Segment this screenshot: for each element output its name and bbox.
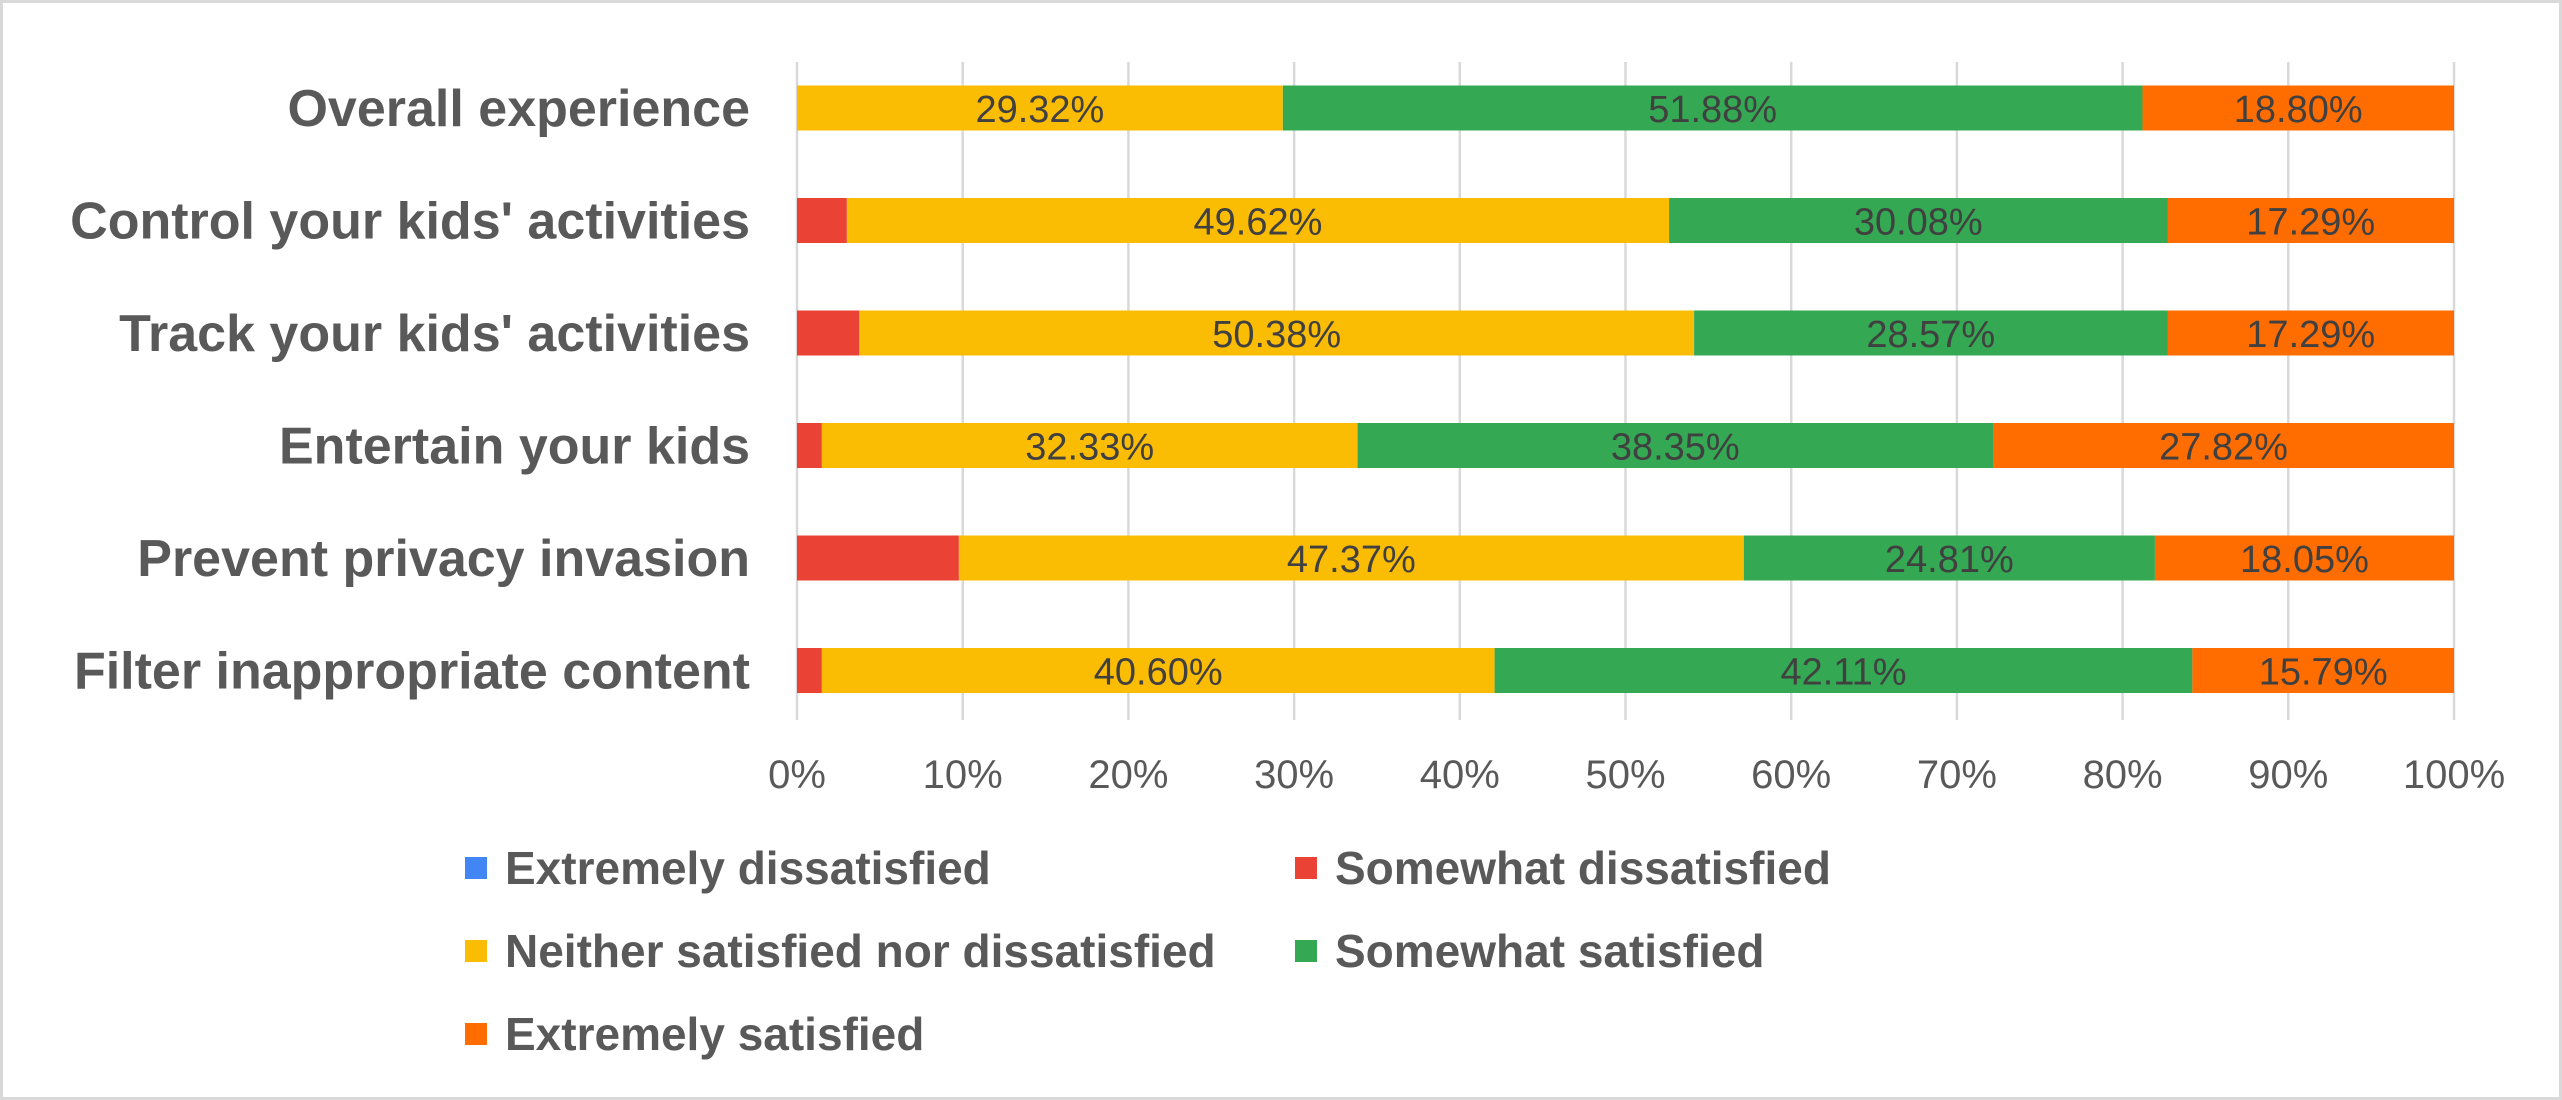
x-tick-label: 0% <box>768 753 826 797</box>
legend-swatch <box>1295 857 1317 879</box>
data-label: 38.35% <box>1611 427 1740 469</box>
data-label: 50.38% <box>1212 314 1341 356</box>
legend-swatch <box>1295 940 1317 962</box>
bar-segment-somewhat-satisfied <box>1694 310 2168 356</box>
x-tick-label: 10% <box>923 753 1003 797</box>
legend-item-somewhat-satisfied: Somewhat satisfied <box>1295 925 1764 977</box>
bars <box>797 85 2454 693</box>
bar-segment-extremely-satisfied <box>2167 198 2454 243</box>
x-tick-label: 100% <box>2403 753 2505 797</box>
data-label: 28.57% <box>1866 314 1995 356</box>
legend-swatch <box>465 857 487 879</box>
legend-item-neither-satisfied-nor-dissatisfied: Neither satisfied nor dissatisfied <box>465 925 1216 977</box>
x-tick-label: 20% <box>1088 753 1168 797</box>
legend-label: Neither satisfied nor dissatisfied <box>505 925 1216 977</box>
bar-segment-somewhat-satisfied <box>1282 85 2143 131</box>
bar-segment-somewhat-dissatisfied <box>797 535 959 581</box>
category-axis: Overall experience Control your kids' act… <box>70 80 750 701</box>
x-tick-label: 70% <box>1917 753 1997 797</box>
legend-item-somewhat-dissatisfied: Somewhat dissatisfied <box>1295 842 1831 894</box>
category-label: Entertain your kids <box>279 418 750 476</box>
value-axis: 0% 10% 20% 30% 40% 50% 60% 70% 80% 90% 100% <box>768 753 2505 797</box>
data-labels: 29.32% 51.88% 18.80% 49.62% 30.08% 17.29% 50.3… <box>975 89 2387 694</box>
x-tick-label: 90% <box>2248 753 2328 797</box>
bar-segment-extremely-satisfied <box>2154 535 2454 581</box>
data-label: 47.37% <box>1287 539 1416 581</box>
category-label: Control your kids' activities <box>70 193 750 251</box>
bar-segment-somewhat-dissatisfied <box>797 310 860 356</box>
x-tick-label: 40% <box>1420 753 1500 797</box>
x-tick-label: 30% <box>1254 753 1334 797</box>
bar-segment-neither-satisfied-nor-dissatisfied <box>797 85 1283 131</box>
x-tick-label: 50% <box>1585 753 1665 797</box>
legend-label: Somewhat satisfied <box>1335 925 1764 977</box>
bar-segment-neither-satisfied-nor-dissatisfied <box>958 535 1744 581</box>
bar-segment-extremely-satisfied <box>1993 423 2454 468</box>
data-label: 49.62% <box>1194 202 1323 244</box>
legend-swatch <box>465 940 487 962</box>
data-label: 15.79% <box>2259 652 2388 694</box>
data-label: 17.29% <box>2246 314 2375 356</box>
bar-segment-somewhat-satisfied <box>1494 648 2193 693</box>
data-label: 29.32% <box>975 89 1104 131</box>
category-label: Overall experience <box>287 80 750 138</box>
legend-label: Extremely dissatisfied <box>505 842 991 894</box>
data-label: 30.08% <box>1854 202 1983 244</box>
data-label: 18.80% <box>2234 89 2363 131</box>
legend: Extremely dissatisfied Somewhat dissatisf… <box>465 842 1831 1060</box>
bar-segment-somewhat-satisfied <box>1357 423 1994 468</box>
x-tick-label: 60% <box>1751 753 1831 797</box>
bar-segment-somewhat-dissatisfied <box>797 198 847 243</box>
bar-segment-neither-satisfied-nor-dissatisfied <box>821 648 1495 693</box>
data-label: 18.05% <box>2240 539 2369 581</box>
bar-segment-somewhat-satisfied <box>1743 535 2155 581</box>
category-label: Track your kids' activities <box>119 305 750 363</box>
bar-segment-extremely-satisfied <box>2142 85 2454 131</box>
bar-segment-extremely-satisfied <box>2192 648 2454 693</box>
category-label: Filter inappropriate content <box>74 643 750 701</box>
legend-swatch <box>465 1023 487 1045</box>
legend-label: Extremely satisfied <box>505 1008 924 1060</box>
bar-segment-somewhat-dissatisfied <box>797 423 822 468</box>
data-label: 42.11% <box>1780 652 1906 694</box>
bar-segment-neither-satisfied-nor-dissatisfied <box>859 310 1695 356</box>
bar-segment-neither-satisfied-nor-dissatisfied <box>846 198 1670 243</box>
x-tick-label: 80% <box>2083 753 2163 797</box>
data-label: 24.81% <box>1885 539 2014 581</box>
data-label: 17.29% <box>2246 202 2375 244</box>
bar-segment-neither-satisfied-nor-dissatisfied <box>821 423 1358 468</box>
legend-label: Somewhat dissatisfied <box>1335 842 1831 894</box>
data-label: 40.60% <box>1094 652 1223 694</box>
bar-segment-somewhat-dissatisfied <box>797 648 822 693</box>
data-label: 32.33% <box>1025 427 1154 469</box>
bar-segment-extremely-satisfied <box>2167 310 2454 356</box>
gridlines <box>795 62 2456 720</box>
data-label: 27.82% <box>2159 427 2288 469</box>
category-label: Prevent privacy invasion <box>137 530 750 588</box>
legend-item-extremely-dissatisfied: Extremely dissatisfied <box>465 842 991 894</box>
data-label: 51.88% <box>1648 89 1777 131</box>
legend-item-extremely-satisfied: Extremely satisfied <box>465 1008 924 1060</box>
bar-segment-somewhat-satisfied <box>1669 198 2168 243</box>
